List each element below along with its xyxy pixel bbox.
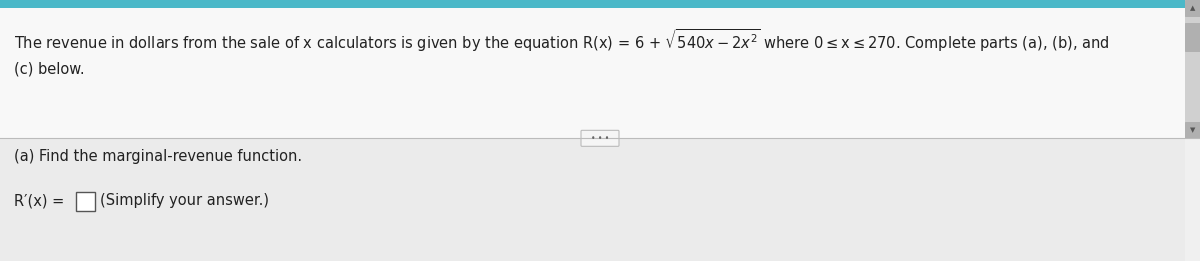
Text: (Simplify your answer.): (Simplify your answer.): [100, 193, 269, 209]
Bar: [1186, 0, 1200, 138]
Bar: [0, 138, 1186, 261]
Text: (c) below.: (c) below.: [14, 62, 85, 76]
Text: • • •: • • •: [590, 134, 610, 143]
Bar: [1186, 0, 1200, 16]
Text: R′(x) =: R′(x) =: [14, 193, 68, 209]
FancyBboxPatch shape: [581, 130, 619, 146]
Text: ▲: ▲: [1190, 5, 1195, 11]
Text: ▼: ▼: [1190, 127, 1195, 133]
Bar: [1186, 23, 1200, 51]
Bar: [0, 0, 1186, 138]
FancyBboxPatch shape: [76, 192, 95, 211]
Bar: [0, 0, 1186, 8]
Text: (a) Find the marginal-revenue function.: (a) Find the marginal-revenue function.: [14, 149, 302, 163]
Bar: [1186, 122, 1200, 138]
Text: The revenue in dollars from the sale of x calculators is given by the equation R: The revenue in dollars from the sale of …: [14, 28, 1110, 55]
